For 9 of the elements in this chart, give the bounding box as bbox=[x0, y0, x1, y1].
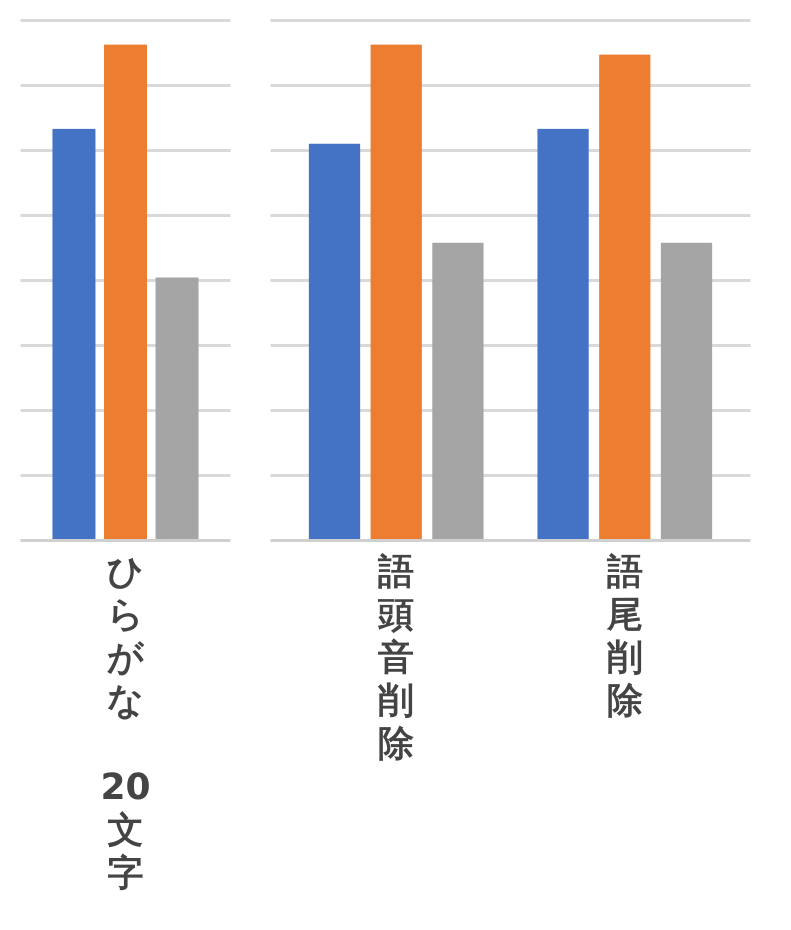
bar bbox=[537, 128, 589, 540]
category-label: ひらがな 20文字 bbox=[100, 552, 151, 894]
bar bbox=[432, 242, 484, 540]
x-tick-label: 語尾削除 bbox=[606, 552, 643, 722]
bar bbox=[370, 44, 422, 540]
bar bbox=[660, 242, 712, 540]
x-tick-label: 語頭音削除 bbox=[377, 552, 414, 765]
bar bbox=[599, 54, 650, 540]
bar bbox=[308, 144, 360, 540]
